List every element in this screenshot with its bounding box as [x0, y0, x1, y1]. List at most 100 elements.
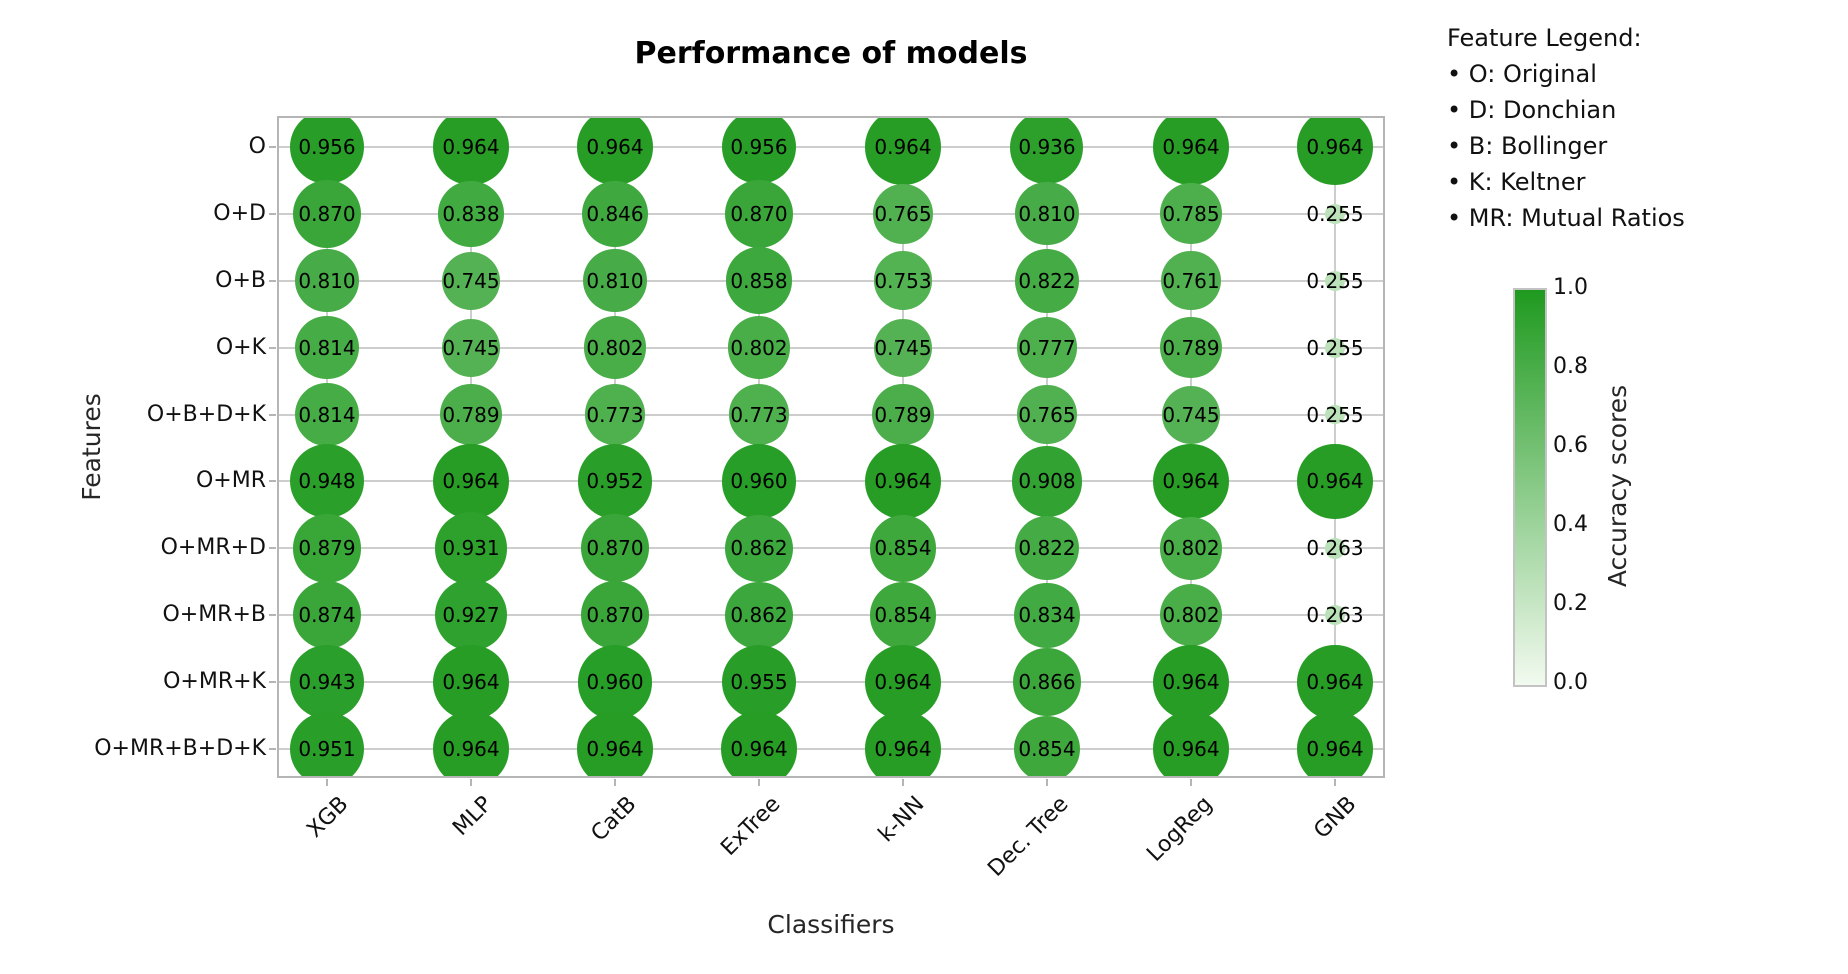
bubble-value: 0.822 [1018, 536, 1076, 561]
bubble [1161, 385, 1221, 444]
x-axis-tick-mark [1334, 779, 1336, 786]
colorbar [1513, 288, 1547, 687]
bubble [577, 444, 653, 519]
y-axis-tick-mark [269, 346, 276, 349]
bubble-value: 0.870 [586, 536, 644, 561]
y-axis-tick-mark [269, 480, 276, 483]
bubble [433, 711, 509, 778]
x-axis-tick-mark [470, 779, 472, 786]
bubble-value: 0.956 [730, 135, 788, 159]
bubble-value: 0.862 [730, 603, 788, 628]
bubble [725, 179, 793, 248]
bubble-value: 0.964 [442, 670, 500, 695]
bubble [584, 384, 646, 445]
bubble-value: 0.761 [1162, 268, 1220, 293]
bubble [865, 644, 941, 720]
y-tick-label: O+MR+D [160, 535, 266, 561]
bubble-value: 0.745 [1162, 402, 1220, 427]
bubble [1153, 711, 1229, 778]
bubble-value: 0.964 [1162, 737, 1220, 761]
y-tick-label: O+B+D+K [146, 401, 266, 427]
plot-area [277, 116, 1385, 778]
bubble-value: 0.255 [1306, 201, 1364, 226]
bubble-value: 0.955 [730, 670, 788, 695]
bubble [869, 581, 937, 649]
bubble-value: 0.838 [442, 201, 500, 226]
colorbar-title: Accuracy scores [1603, 384, 1632, 588]
bubble-value: 0.964 [874, 135, 932, 159]
bubble [583, 316, 647, 379]
y-axis-title: Features [77, 393, 106, 501]
bubble [725, 514, 793, 582]
bubble-value: 0.834 [1018, 603, 1076, 628]
bubble-value: 0.870 [586, 603, 644, 628]
bubble-value: 0.960 [730, 469, 788, 494]
grid-line-horizontal [277, 681, 1385, 684]
colorbar-tick-label: 0.4 [1553, 512, 1588, 537]
bubble-value: 0.810 [586, 268, 644, 293]
bubble [292, 514, 362, 583]
x-axis-tick-mark [614, 779, 616, 786]
bubble [581, 514, 649, 583]
bubble [865, 116, 941, 185]
bubble [1324, 538, 1346, 559]
bubble-value: 0.810 [298, 268, 356, 293]
bubble [721, 116, 797, 185]
bubble [1324, 604, 1346, 626]
bubble [440, 383, 502, 446]
bubble-value: 0.802 [730, 335, 788, 360]
feature-legend-item: • MR: Mutual Ratios [1447, 204, 1685, 232]
bubble-value: 0.948 [298, 469, 356, 494]
y-axis-tick-mark [269, 681, 276, 684]
bubble [292, 581, 362, 650]
feature-legend: Feature Legend: • O: Original • D: Donchi… [1447, 20, 1685, 236]
bubble [1014, 248, 1080, 313]
bubble [1013, 715, 1081, 778]
bubble [721, 644, 797, 720]
bubble-value: 0.964 [1162, 670, 1220, 695]
bubble [1297, 711, 1373, 778]
grid-line-horizontal [277, 146, 1385, 148]
bubble-value: 0.964 [874, 469, 932, 494]
colorbar-tick-label: 0.8 [1553, 354, 1588, 379]
grid-line-horizontal [277, 346, 1385, 349]
colorbar-tick-label: 0.0 [1553, 670, 1588, 695]
bubble [1014, 516, 1080, 581]
bubble [1011, 446, 1083, 517]
bubble [1159, 583, 1223, 647]
bubble [293, 179, 361, 248]
grid-line-horizontal [277, 212, 1385, 215]
bubble-value: 0.765 [1018, 402, 1076, 427]
bubble-value: 0.964 [1306, 670, 1364, 695]
bubble-value: 0.964 [1306, 737, 1364, 761]
bubble [721, 444, 797, 519]
bubble-value: 0.802 [1162, 603, 1220, 628]
y-tick-label: O+D [213, 200, 266, 226]
bubble [295, 315, 359, 380]
bubble-value: 0.789 [874, 402, 932, 427]
bubble [295, 249, 359, 313]
bubble [865, 443, 941, 520]
bubble-value: 0.964 [1306, 135, 1364, 159]
bubble [290, 645, 364, 719]
bubble-value: 0.964 [1162, 135, 1220, 159]
bubble-value: 0.765 [874, 201, 932, 226]
bubble [441, 251, 501, 310]
bubble-value: 0.951 [298, 737, 356, 761]
bubble [1297, 644, 1373, 720]
x-axis-tick-mark [758, 779, 760, 786]
x-axis-tick-mark [902, 779, 904, 786]
bubble [1153, 443, 1229, 520]
bubble [290, 444, 364, 519]
y-tick-label: O [248, 134, 266, 159]
bubble-value: 0.964 [442, 135, 500, 159]
bubble-value: 0.927 [442, 603, 500, 628]
x-axis-tick-mark [326, 779, 328, 786]
bubble [873, 184, 933, 244]
grid-line-horizontal [277, 614, 1385, 617]
bubble-value: 0.814 [298, 335, 356, 360]
bubble-value: 0.822 [1018, 268, 1076, 293]
bubble [873, 318, 933, 377]
bubble-value: 0.777 [1018, 335, 1076, 360]
